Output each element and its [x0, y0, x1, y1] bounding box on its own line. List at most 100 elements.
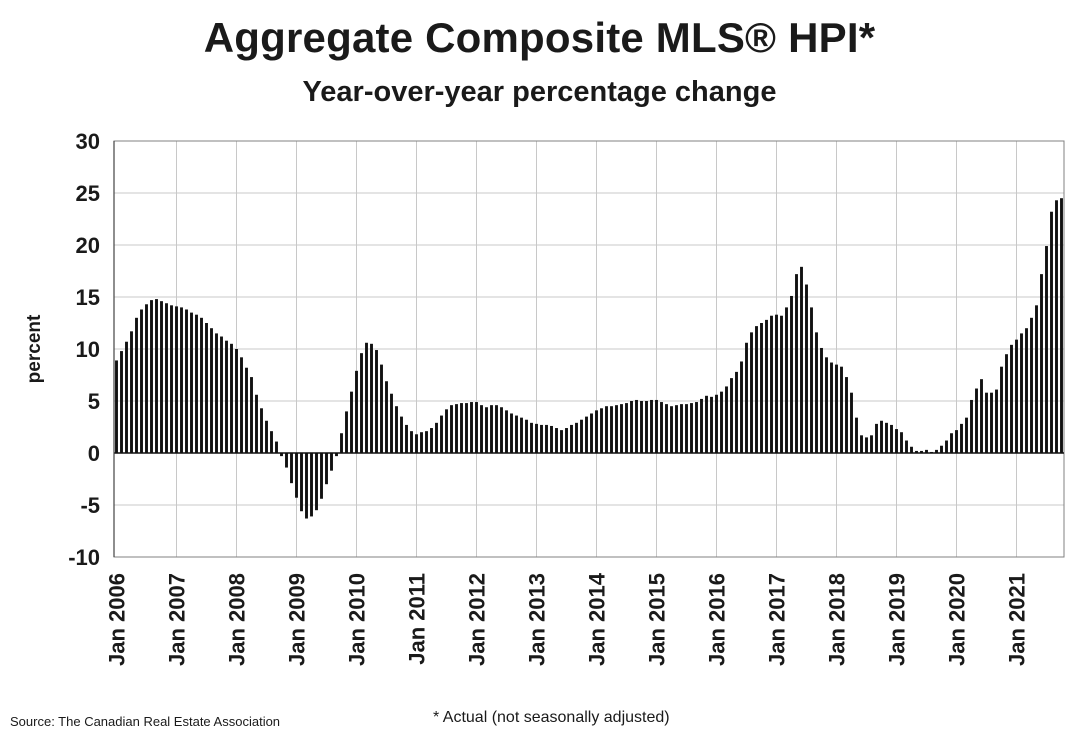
bar: [395, 406, 398, 453]
bar: [860, 435, 863, 453]
x-tick-label: Jan 2020: [945, 573, 970, 666]
bar: [1035, 305, 1038, 453]
bar: [745, 342, 748, 453]
bar: [185, 309, 188, 453]
bar: [820, 347, 823, 453]
bar: [995, 389, 998, 453]
bar: [890, 424, 893, 453]
gridlines: [114, 140, 1064, 558]
bar: [290, 453, 293, 484]
bar: [1025, 328, 1028, 453]
bar: [740, 361, 743, 453]
bar: [920, 450, 923, 453]
bar: [495, 405, 498, 453]
bar: [380, 364, 383, 453]
bar: [580, 419, 583, 453]
x-tick-label: Jan 2019: [885, 573, 910, 666]
x-tick-label: Jan 2010: [345, 573, 370, 666]
bar: [220, 336, 223, 453]
bar: [900, 432, 903, 453]
bar: [925, 449, 928, 453]
bar: [730, 378, 733, 453]
bar: [195, 314, 198, 453]
bar: [870, 435, 873, 453]
bar: [210, 328, 213, 453]
x-tick-labels: Jan 2006 Jan 2007 Jan 2008 Jan 2009 Jan 2010…: [105, 572, 1030, 666]
bar: [515, 415, 518, 453]
bar: [245, 367, 248, 453]
bar: [575, 422, 578, 453]
bar: [830, 362, 833, 453]
y-tick-label: 20: [76, 233, 100, 258]
bar: [570, 424, 573, 453]
bar: [775, 314, 778, 453]
bar: [535, 423, 538, 453]
bar: [760, 323, 763, 453]
bar: [1000, 366, 1003, 453]
bar: [780, 315, 783, 453]
y-tick-label: 5: [88, 389, 100, 414]
bar: [660, 402, 663, 453]
bar: [540, 424, 543, 453]
bar: [180, 307, 183, 453]
bar: [420, 432, 423, 453]
bar: [320, 453, 323, 499]
bar: [750, 332, 753, 453]
bar: [440, 415, 443, 453]
bar: [295, 453, 298, 498]
bar: [170, 305, 173, 453]
bar: [945, 440, 948, 453]
x-tick-label: Jan 2008: [225, 573, 250, 666]
y-tick-label: 10: [76, 337, 100, 362]
bars-group: [115, 198, 1063, 519]
bar: [205, 323, 208, 453]
bar: [755, 326, 758, 453]
bar: [720, 391, 723, 453]
bar: [845, 377, 848, 453]
bar: [645, 401, 648, 453]
bar: [610, 406, 613, 453]
y-tick-label: 25: [76, 181, 100, 206]
bar: [690, 403, 693, 453]
x-tick-label: Jan 2013: [525, 573, 550, 666]
bar: [670, 406, 673, 453]
bar: [200, 317, 203, 453]
bar: [950, 433, 953, 453]
bar: [640, 401, 643, 453]
bar: [1040, 274, 1043, 453]
bar: [130, 331, 133, 453]
bar: [590, 413, 593, 453]
bar: [310, 453, 313, 517]
bar: [190, 312, 193, 453]
bar: [960, 423, 963, 453]
bar: [270, 431, 273, 453]
bar: [135, 317, 138, 453]
y-tick-label: 30: [76, 129, 100, 154]
bar: [935, 449, 938, 453]
x-tick-label: Jan 2006: [105, 573, 130, 666]
bar: [735, 371, 738, 453]
bar: [970, 399, 973, 453]
bar: [425, 431, 428, 453]
bar: [150, 300, 153, 453]
bar: [700, 398, 703, 453]
bar: [1055, 200, 1058, 453]
y-tick-label: 15: [76, 285, 100, 310]
bar: [815, 332, 818, 453]
bar: [260, 408, 263, 453]
bar: [685, 404, 688, 453]
bar: [725, 386, 728, 453]
bar: [675, 405, 678, 453]
bar: [465, 403, 468, 453]
bar: [665, 404, 668, 453]
bar: [460, 403, 463, 453]
bar: [840, 366, 843, 453]
bar: [355, 370, 358, 453]
bar: [500, 407, 503, 453]
bar: [140, 309, 143, 453]
bar: [810, 307, 813, 453]
bar: [155, 299, 158, 453]
bar: [125, 341, 128, 453]
bar: [765, 319, 768, 453]
bar: [480, 405, 483, 453]
